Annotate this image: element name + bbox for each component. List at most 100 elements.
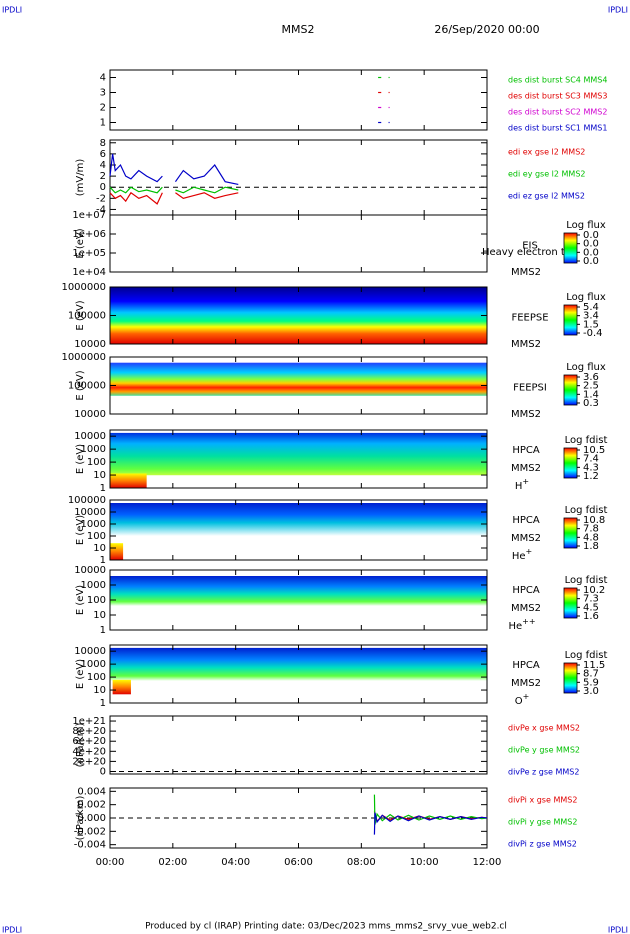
corner-label: IPDLI bbox=[2, 6, 22, 15]
x-tick-label: 02:00 bbox=[158, 857, 187, 868]
spacecraft-label: MMS2 bbox=[511, 533, 541, 544]
x-tick-label: 08:00 bbox=[347, 857, 376, 868]
colorbar-tick-label: 1.6 bbox=[583, 611, 599, 622]
legend-entry: edi ez gse l2 MMS2 bbox=[508, 192, 585, 201]
instrument-label: HPCA bbox=[512, 660, 540, 671]
y-tick-label: 1 bbox=[100, 625, 106, 636]
y-tick-label: 10 bbox=[93, 610, 106, 621]
y-tick-label: 1000 bbox=[81, 444, 106, 455]
spectrogram-fill bbox=[110, 576, 487, 606]
colorbar-tick-label: 4.3 bbox=[583, 462, 599, 473]
x-tick-label: 04:00 bbox=[221, 857, 250, 868]
colorbar-tick-label: 0.0 bbox=[583, 256, 599, 267]
colorbar-title: Log fdist bbox=[565, 575, 608, 586]
y-tick-label: 10 bbox=[93, 685, 106, 696]
colorbar-tick-label: 10.5 bbox=[583, 445, 605, 456]
corner-label: IPDLI bbox=[608, 6, 628, 15]
y-tick-label: 6e+20 bbox=[72, 736, 106, 747]
panel-frame bbox=[109, 214, 488, 273]
spectrogram-fill bbox=[110, 543, 124, 560]
species-charge: + bbox=[523, 692, 530, 701]
x-tick-label: 12:00 bbox=[473, 857, 502, 868]
colorbar-tick-label: 11.5 bbox=[583, 660, 605, 671]
series-line bbox=[174, 164, 239, 186]
y-tick-label: 10000 bbox=[74, 431, 106, 442]
colorbar-title: Log fdist bbox=[565, 505, 608, 516]
y-tick-label: 1 bbox=[100, 118, 106, 129]
date: 26/Sep/2020 00:00 bbox=[434, 23, 539, 36]
legend-entry: divPe z gse MMS2 bbox=[508, 768, 579, 777]
spectrogram-fill bbox=[110, 362, 487, 396]
y-tick-label: -4 bbox=[96, 204, 106, 215]
y-tick-label: 3 bbox=[100, 88, 106, 99]
y-tick-label: 6 bbox=[100, 149, 106, 160]
x-tick-label: 10:00 bbox=[410, 857, 439, 868]
spectrogram-fill bbox=[110, 503, 487, 536]
y-tick-label: 100 bbox=[87, 595, 106, 606]
annotation: Heavy electron to bbox=[482, 247, 571, 258]
species-ion: He bbox=[512, 551, 526, 562]
series-line bbox=[373, 794, 488, 825]
colorbar-title: Log flux bbox=[566, 220, 606, 231]
y-axis-label: E (eV) bbox=[75, 444, 86, 474]
legend-entry: des dist burst SC1 MMS1 bbox=[508, 124, 607, 133]
spacecraft-label: MMS2 bbox=[511, 678, 541, 689]
panel-frame bbox=[109, 69, 488, 131]
panel-frame bbox=[109, 139, 488, 216]
colorbar bbox=[563, 662, 578, 694]
colorbar-tick-label: 1.5 bbox=[583, 319, 599, 330]
y-tick-label: 2 bbox=[100, 103, 106, 114]
species-ion: He bbox=[508, 621, 522, 632]
y-tick-label: 0.002 bbox=[77, 800, 106, 811]
y-tick-label: 100000 bbox=[68, 495, 106, 506]
colorbar bbox=[563, 374, 578, 406]
y-tick-label: 4e+20 bbox=[72, 746, 106, 757]
colorbar-tick-label: 3.0 bbox=[583, 686, 599, 697]
spectrogram-fill bbox=[110, 473, 147, 488]
colorbar-tick-label: 4.5 bbox=[583, 602, 599, 613]
y-tick-label: 1e+04 bbox=[72, 267, 106, 278]
y-tick-label: 10000 bbox=[74, 409, 106, 420]
y-axis-label: E (eV) bbox=[75, 300, 86, 330]
y-tick-label: 2 bbox=[100, 171, 106, 182]
species-ion: O bbox=[515, 696, 523, 707]
species-label: H+ bbox=[515, 477, 529, 493]
colorbar-tick-label: 0.0 bbox=[583, 230, 599, 241]
colorbar-tick-label: 0.3 bbox=[583, 398, 599, 409]
y-axis-label: E (eV) bbox=[75, 659, 86, 689]
colorbar-tick-label: 3.4 bbox=[583, 311, 599, 322]
y-tick-label: 10000 bbox=[74, 507, 106, 518]
spectrogram-fill bbox=[110, 432, 487, 476]
y-axis-label: E (eV) bbox=[75, 228, 86, 258]
y-axis-label: E (eV) bbox=[75, 585, 86, 615]
y-tick-label: 10000 bbox=[74, 646, 106, 657]
spacecraft-label: MMS2 bbox=[511, 267, 541, 278]
spectrogram-fill bbox=[112, 679, 131, 695]
y-axis-label: E (eV) bbox=[75, 370, 86, 400]
series-line bbox=[175, 186, 239, 194]
y-tick-label: 2e+20 bbox=[72, 756, 106, 767]
colorbar-tick-label: 4.8 bbox=[583, 532, 599, 543]
colorbar-tick-label: 8.7 bbox=[583, 669, 599, 680]
colorbar-tick-label: 3.6 bbox=[583, 372, 599, 383]
instrument-label: HPCA bbox=[512, 585, 540, 596]
colorbar-tick-label: 5.4 bbox=[583, 302, 599, 313]
colorbar-title: Log fdist bbox=[565, 650, 608, 661]
y-tick-label: 1e+06 bbox=[72, 229, 106, 240]
colorbar-tick-label: 2.5 bbox=[583, 381, 599, 392]
y-tick-label: -0.004 bbox=[74, 840, 106, 851]
legend-entry: des dist burst SC2 MMS2 bbox=[508, 108, 607, 117]
colorbar-tick-label: 1.2 bbox=[583, 471, 599, 482]
colorbar bbox=[563, 517, 578, 549]
legend-entry: divPi x gse MMS2 bbox=[508, 796, 577, 805]
colorbar-tick-label: 10.2 bbox=[583, 585, 605, 596]
y-tick-label: 1 bbox=[100, 698, 106, 709]
corner-label: IPDLI bbox=[2, 926, 22, 934]
y-tick-label: 10 bbox=[93, 470, 106, 481]
spacecraft-label: MMS2 bbox=[511, 603, 541, 614]
footer-text: Produced by cl (IRAP) Printing date: 03/… bbox=[145, 922, 507, 932]
colorbar-tick-label: 1.8 bbox=[583, 541, 599, 552]
y-tick-label: 10 bbox=[93, 543, 106, 554]
spacecraft-label: MMS2 bbox=[511, 409, 541, 420]
